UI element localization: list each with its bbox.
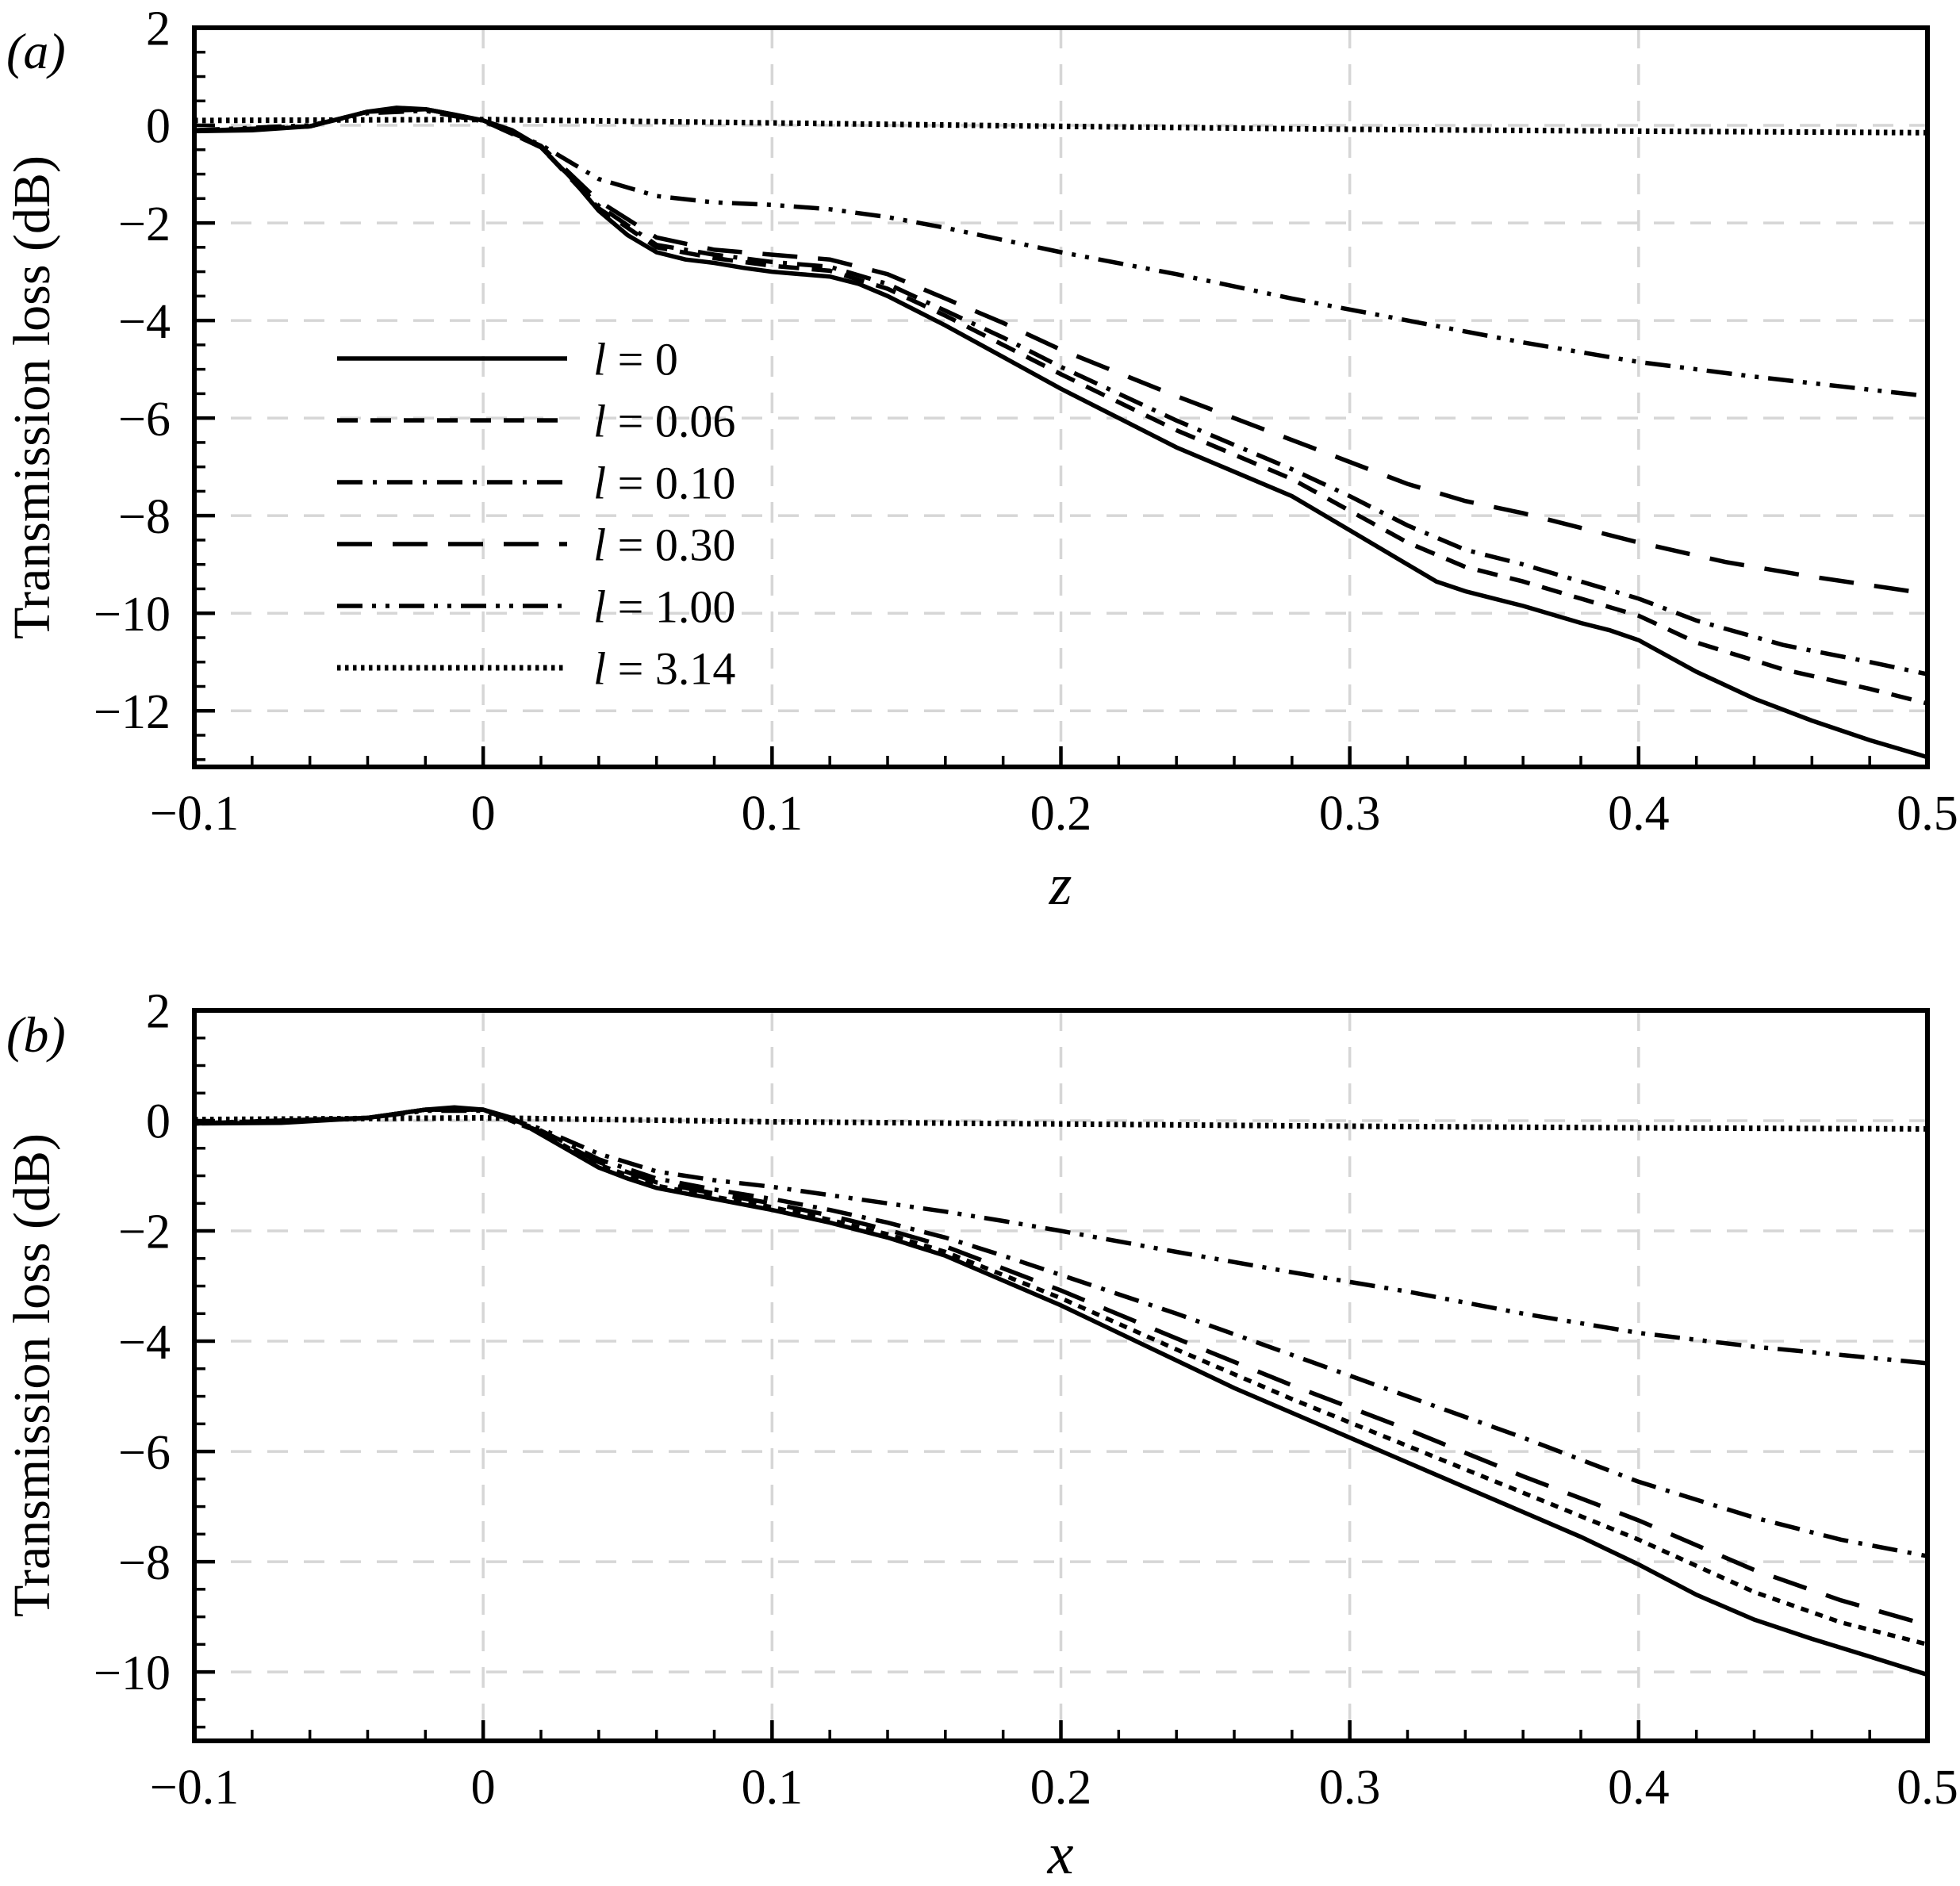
y-tick-label: 2 bbox=[146, 985, 171, 1039]
panel-a-plot-area: l = 0 l = 0.06 l = 0.10 l = 0.30 l = 1.00 l =… bbox=[94, 2, 1958, 841]
y-tick-label: −10 bbox=[94, 588, 171, 642]
x-tick-label: 0.2 bbox=[1030, 787, 1092, 841]
legend-label: l = 0.06 bbox=[593, 395, 735, 447]
x-tick-label: 0 bbox=[471, 787, 496, 841]
legend-label: l = 3.14 bbox=[593, 642, 735, 694]
x-tick-label: 0.4 bbox=[1608, 1761, 1670, 1815]
y-tick-label: −4 bbox=[118, 1316, 171, 1370]
panel-b-y-axis-title: Transmission loss (dB) bbox=[3, 1133, 61, 1617]
y-tick-label: −4 bbox=[118, 295, 171, 349]
y-tick-label: 2 bbox=[146, 2, 171, 56]
plot-frame bbox=[192, 1008, 1930, 1743]
panel-a-x-axis-title: z bbox=[1049, 853, 1072, 918]
plot-frame bbox=[192, 25, 1930, 769]
legend-label: l = 0 bbox=[593, 333, 678, 385]
curve-l-3.14 bbox=[194, 117, 1928, 136]
curve-l-0.30 bbox=[194, 1107, 1928, 1627]
y-tick-label: −8 bbox=[118, 1536, 171, 1590]
y-tick-label: −8 bbox=[118, 490, 171, 544]
panel-b-tag: (b) bbox=[6, 1006, 66, 1063]
x-tick-label: 0.1 bbox=[742, 787, 804, 841]
y-tick-label: −12 bbox=[94, 685, 171, 739]
panel-b-x-axis-title: x bbox=[1047, 1822, 1074, 1886]
legend-label: l = 1.00 bbox=[593, 581, 735, 632]
legend-label: l = 0.10 bbox=[593, 457, 735, 508]
panel-b-plot-area: −0.1 0 0.1 0.2 0.3 0.4 0.5 2 0 −2 −4 −6 −8 −10 bbox=[94, 985, 1958, 1815]
curve-l-3.14 bbox=[194, 1114, 1928, 1132]
y-tick-label: −6 bbox=[118, 393, 171, 447]
y-tick-label: −6 bbox=[118, 1426, 171, 1480]
y-tick-label: 0 bbox=[146, 1095, 171, 1149]
panel-a-tag: (a) bbox=[6, 23, 66, 79]
y-tick-label: −10 bbox=[94, 1646, 171, 1700]
legend-label: l = 0.30 bbox=[593, 519, 735, 570]
y-tick-label: 0 bbox=[146, 100, 171, 154]
x-tick-label: 0.5 bbox=[1897, 787, 1958, 841]
x-tick-label: 0.1 bbox=[742, 1761, 804, 1815]
y-tick-label: −2 bbox=[118, 1206, 171, 1259]
curve-l-1.00 bbox=[194, 108, 1928, 399]
x-tick-label: 0 bbox=[471, 1761, 496, 1815]
x-tick-label: 0.3 bbox=[1319, 787, 1381, 841]
x-tick-label: 0.2 bbox=[1030, 1761, 1092, 1815]
panel-a-y-axis-title: Transmission loss (dB) bbox=[3, 155, 61, 639]
x-tick-label: 0.3 bbox=[1319, 1761, 1381, 1815]
x-tick-label: 0.5 bbox=[1897, 1761, 1958, 1815]
x-tick-label: 0.4 bbox=[1608, 787, 1670, 841]
x-tick-label: −0.1 bbox=[150, 787, 239, 841]
curve-l-0.30 bbox=[194, 106, 1928, 596]
x-tick-label: −0.1 bbox=[150, 1761, 239, 1815]
y-tick-label: −2 bbox=[118, 197, 171, 251]
